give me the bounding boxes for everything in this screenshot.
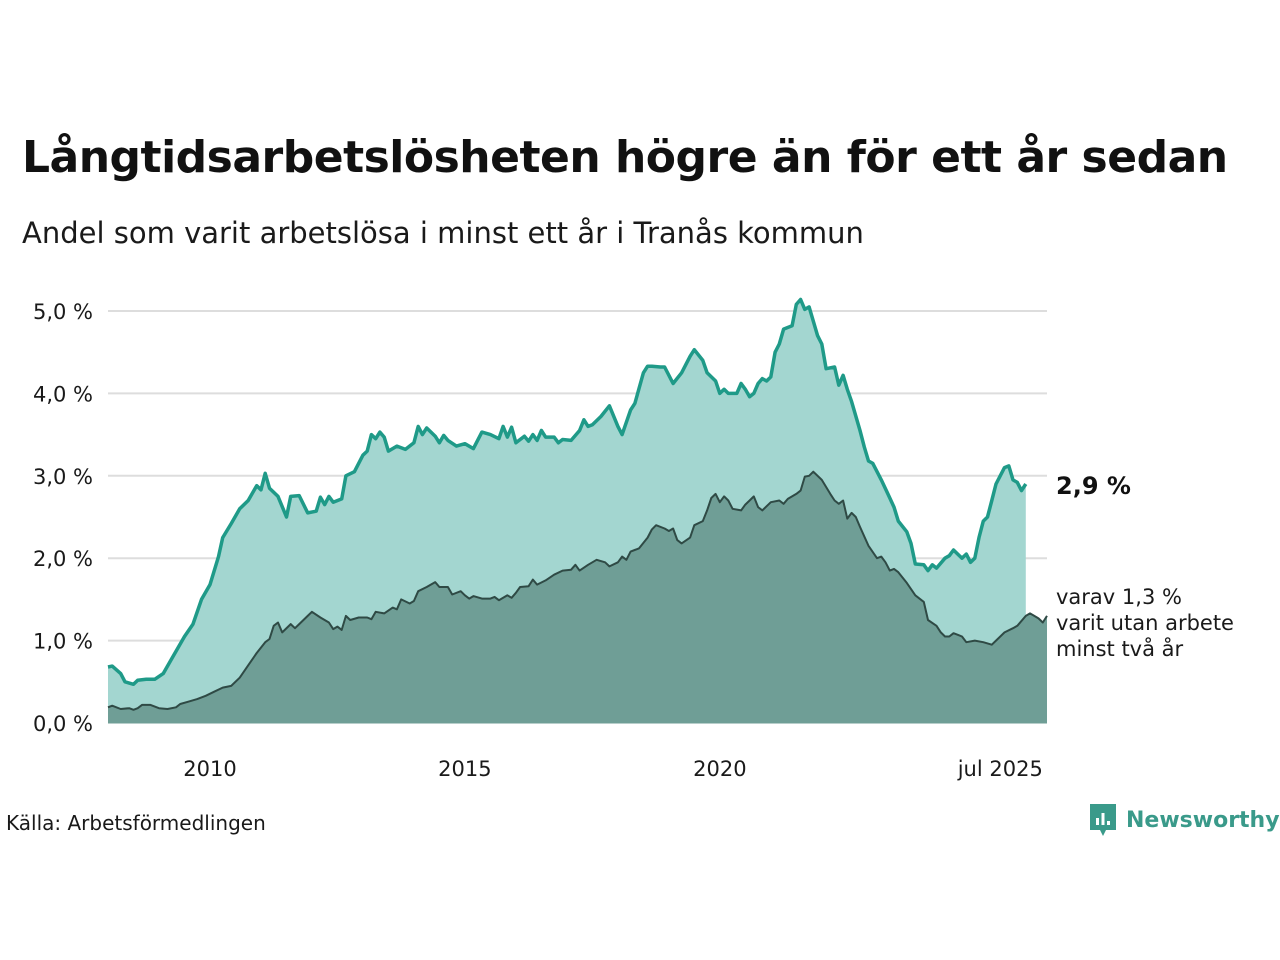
brand-name: Newsworthy [1126, 807, 1280, 833]
y-tick-label: 4,0 % [33, 382, 93, 406]
y-tick-label: 3,0 % [33, 465, 93, 489]
end-value-label: 2,9 % [1056, 472, 1131, 500]
newsworthy-logo-icon [1090, 804, 1116, 836]
series-2-area [108, 471, 1047, 723]
sub-label-line-1: varav 1,3 % [1056, 585, 1182, 609]
sub-label-line-3: minst två år [1056, 636, 1184, 661]
y-tick-label: 2,0 % [33, 547, 93, 571]
x-axis-ticks: 2010 2015 2020 jul 2025 [183, 757, 1043, 781]
x-tick-label: jul 2025 [957, 757, 1043, 781]
series-1-line [107, 297, 1028, 687]
x-tick-label: 2015 [438, 757, 491, 781]
x-tick-label: 2020 [693, 757, 746, 781]
series-2-line [107, 470, 1048, 711]
y-tick-label: 0,0 % [33, 712, 93, 736]
sub-label-line-2: varit utan arbete [1056, 611, 1234, 635]
chart-subtitle: Andel som varit arbetslösa i minst ett å… [22, 216, 864, 250]
x-tick-label: 2010 [183, 757, 236, 781]
y-tick-label: 1,0 % [33, 630, 93, 654]
y-tick-label: 5,0 % [33, 300, 93, 324]
series-areas [107, 297, 1048, 724]
chart-title: Långtidsarbetslösheten högre än för ett … [22, 132, 1228, 183]
y-axis-ticks: 0,0 % 1,0 % 2,0 % 3,0 % 4,0 % 5,0 % [33, 300, 93, 736]
source-note: Källa: Arbetsförmedlingen [6, 811, 266, 835]
brand-logo: Newsworthy [1088, 802, 1280, 838]
